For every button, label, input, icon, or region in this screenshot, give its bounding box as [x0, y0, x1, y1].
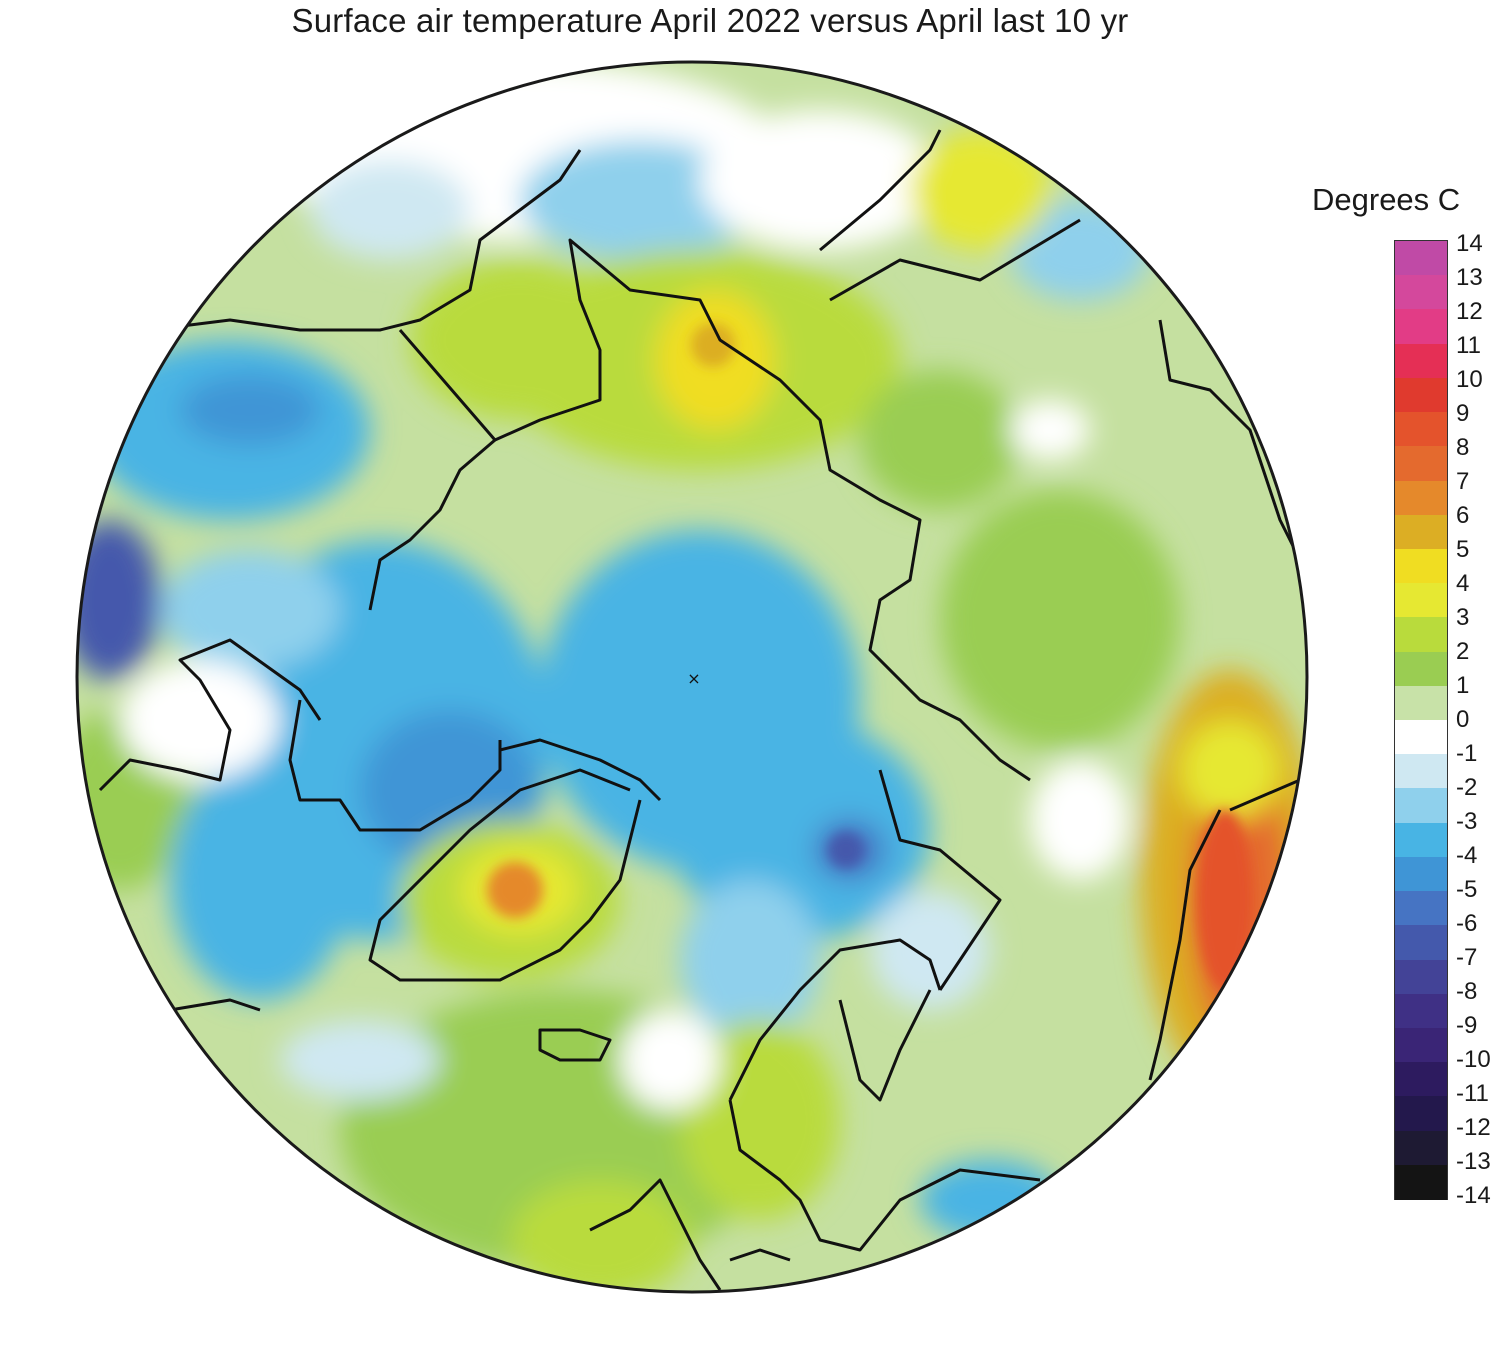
colorbar-tick-label: -14: [1456, 1182, 1491, 1209]
colorbar-tick-label: -8: [1456, 978, 1478, 1005]
legend-title: Degrees C: [1312, 182, 1461, 217]
colorbar-segment: [1395, 480, 1447, 516]
colorbar-tick-label: -1: [1456, 740, 1478, 767]
colorbar-tick-label: 7: [1456, 468, 1470, 495]
colorbar-segment: [1395, 720, 1447, 755]
colorbar-tick-label: 6: [1456, 502, 1470, 529]
colorbar-tick-label: -4: [1456, 842, 1478, 869]
colorbar-segment: [1395, 925, 1447, 961]
colorbar-segment: [1395, 993, 1447, 1029]
colorbar-segment: [1395, 1130, 1447, 1166]
colorbar-tick-label: -9: [1456, 1012, 1478, 1039]
colorbar-segment: [1395, 856, 1447, 892]
colorbar-segment: [1395, 377, 1447, 413]
colorbar-segment: [1395, 1027, 1447, 1063]
colorbar-segment: [1395, 617, 1447, 653]
colorbar-tick-label: 10: [1456, 366, 1483, 393]
colorbar-tick-label: 13: [1456, 264, 1483, 291]
colorbar-segment: [1395, 651, 1447, 687]
colorbar-tick-label: 14: [1456, 230, 1483, 257]
colorbar-tick-label: -12: [1456, 1114, 1491, 1141]
colorbar-segment: [1395, 514, 1447, 550]
colorbar-segment: [1395, 446, 1447, 482]
colorbar-segment: [1395, 309, 1447, 345]
colorbar-segment: [1395, 548, 1447, 584]
colorbar-segment: [1395, 959, 1447, 995]
colorbar-tick-label: 9: [1456, 400, 1470, 427]
colorbar-tick-label: 3: [1456, 604, 1470, 631]
colorbar-segment: [1395, 1164, 1447, 1200]
colorbar-tick-label: 12: [1456, 298, 1483, 325]
colorbar-tick-label: 8: [1456, 434, 1470, 461]
colorbar-tick-label: -3: [1456, 808, 1478, 835]
colorbar-segment: [1395, 685, 1447, 721]
colorbar-tick-label: -5: [1456, 876, 1478, 903]
colorbar-segment: [1395, 788, 1447, 824]
colorbar-tick-label: 4: [1456, 570, 1470, 597]
colorbar-tick-label: -11: [1456, 1080, 1489, 1107]
colorbar: [1394, 240, 1448, 1200]
colorbar-segment: [1395, 1062, 1447, 1097]
colorbar-tick-label: -10: [1456, 1046, 1491, 1073]
colorbar-tick-label: -7: [1456, 944, 1478, 971]
colorbar-segment: [1395, 822, 1447, 858]
colorbar-segment: [1395, 754, 1447, 790]
colorbar-segment: [1395, 891, 1447, 926]
colorbar-tick-label: 2: [1456, 638, 1470, 665]
colorbar-tick-label: -13: [1456, 1148, 1491, 1175]
colorbar-tick-label: 0: [1456, 706, 1470, 733]
colorbar-segment: [1395, 275, 1447, 311]
map-title: Surface air temperature April 2022 versu…: [291, 2, 1129, 39]
colorbar-tick-label: 11: [1456, 332, 1481, 359]
colorbar-tick-label: 1: [1456, 672, 1470, 699]
colorbar-segment: [1395, 343, 1447, 379]
map-boundary: [75, 60, 1309, 1294]
colorbar-segment: [1395, 1096, 1447, 1132]
colorbar-segment: [1395, 412, 1447, 447]
svg-text:×: ×: [687, 669, 700, 688]
coastlines: [98, 129, 1302, 1291]
colorbar-tick-label: -6: [1456, 910, 1478, 937]
colorbar-tick-label: -2: [1456, 774, 1478, 801]
colorbar-tick-label: 5: [1456, 536, 1470, 563]
anomaly-field: ×: [77, 62, 1307, 1292]
colorbar-segment: [1395, 241, 1447, 276]
colorbar-segment: [1395, 583, 1447, 618]
